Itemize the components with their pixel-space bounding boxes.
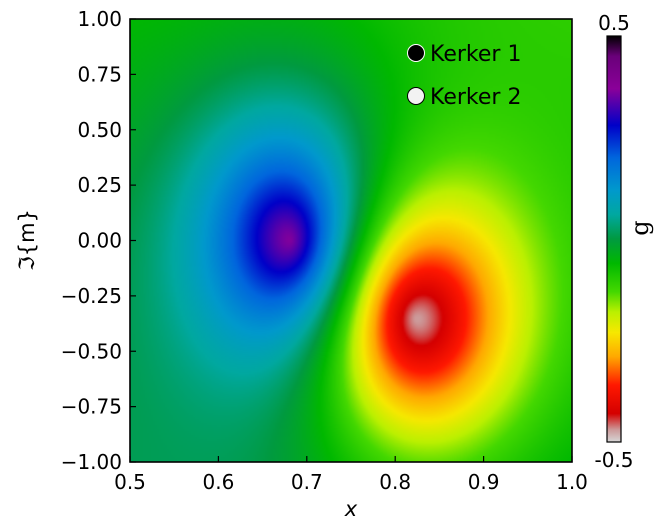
colorbar-min-label: -0.5: [594, 448, 633, 472]
colorbar-label: g: [626, 220, 654, 235]
y-tick-label: 0.00: [77, 229, 122, 253]
y-tick-label: 0.75: [77, 62, 122, 86]
colorbar-bar: [606, 35, 622, 443]
x-axis-label: x: [344, 497, 358, 521]
colorbar-max-label: 0.5: [598, 11, 630, 35]
y-axis-ticks: 1.00 0.75 0.50 0.25 0.00 −0.25 −0.50 −0.75 −1.00: [61, 7, 136, 474]
legend-entry-kerker-2: Kerker 2: [407, 85, 521, 110]
x-tick-label: 0.6: [202, 470, 234, 494]
x-tick-label: 0.9: [468, 470, 500, 494]
y-axis-label: ℑ{m}: [15, 209, 39, 271]
legend-label-kerker-2: Kerker 2: [430, 85, 521, 110]
legend-marker-kerker-1: [407, 44, 425, 62]
colorbar: 0.5 -0.5 g: [594, 11, 654, 472]
legend-entry-kerker-1: Kerker 1: [407, 42, 521, 67]
y-tick-label: 0.25: [77, 173, 122, 197]
legend: Kerker 1 Kerker 2: [407, 42, 521, 110]
x-tick-label: 1.0: [556, 470, 588, 494]
heatmap-area: [130, 19, 572, 462]
x-tick-label: 0.5: [114, 470, 146, 494]
heatmap-image: [130, 19, 572, 462]
x-axis-ticks: 0.5 0.6 0.7 0.8 0.9 1.0: [114, 456, 588, 494]
y-tick-label: −0.75: [61, 395, 122, 419]
y-tick-label: 1.00: [77, 7, 122, 31]
legend-label-kerker-1: Kerker 1: [430, 42, 521, 67]
x-tick-label: 0.7: [291, 470, 323, 494]
y-tick-label: 0.50: [77, 118, 122, 142]
x-tick-label: 0.8: [379, 470, 411, 494]
y-tick-label: −1.00: [61, 450, 122, 474]
y-tick-label: −0.25: [61, 284, 122, 308]
legend-marker-kerker-2: [407, 87, 425, 105]
y-tick-label: −0.50: [61, 339, 122, 363]
